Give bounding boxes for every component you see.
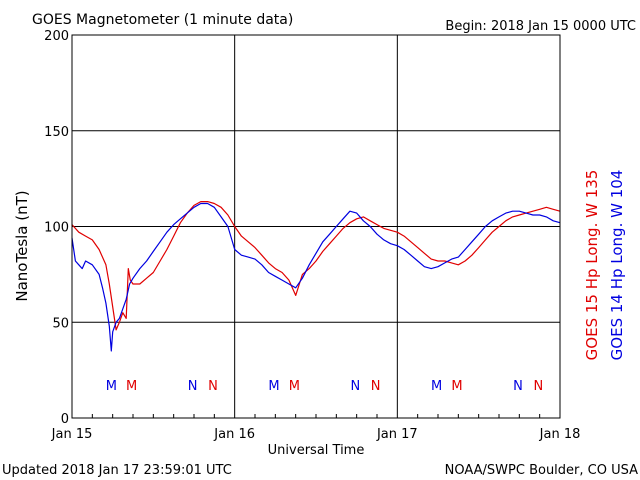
marker-m-goes14: M <box>268 379 279 394</box>
updated-timestamp: Updated 2018 Jan 17 23:59:01 UTC <box>2 463 232 478</box>
legend-goes14: GOES 14 Hp Long. W 104 <box>608 170 626 361</box>
series-goes14-line <box>71 202 561 352</box>
grid-layer <box>72 35 560 418</box>
tick-layer: 0 50 100 150 200 Jan 15 Jan 16 Jan 17 Jan 18 <box>44 29 580 442</box>
marker-n-goes15: N <box>208 379 218 394</box>
y-tick-label: 150 <box>44 125 69 140</box>
x-tick-label: Jan 15 <box>51 427 93 442</box>
y-tick-label: 50 <box>52 316 69 331</box>
marker-m-goes15: M <box>451 379 462 394</box>
marker-n-goes14: N <box>188 379 198 394</box>
begin-label: Begin: 2018 Jan 15 0000 UTC <box>445 19 636 34</box>
plot-frame <box>71 34 561 419</box>
marker-n-goes14: N <box>350 379 360 394</box>
x-tick-label: Jan 16 <box>213 427 255 442</box>
marker-n-goes15: N <box>533 379 543 394</box>
marker-m-goes15: M <box>289 379 300 394</box>
marker-n-goes14: N <box>513 379 523 394</box>
series-goes15-line <box>71 201 561 331</box>
data-source: NOAA/SWPC Boulder, CO USA <box>445 463 638 478</box>
x-axis-label: Universal Time <box>268 443 365 458</box>
marker-n-goes15: N <box>371 379 381 394</box>
y-tick-label: 100 <box>44 221 69 236</box>
legend-goes15: GOES 15 Hp Long. W 135 <box>583 170 601 361</box>
y-tick-label: 0 <box>61 412 69 427</box>
marker-m-goes14: M <box>431 379 442 394</box>
chart-title: GOES Magnetometer (1 minute data) <box>32 12 293 28</box>
x-tick-label: Jan 17 <box>376 427 418 442</box>
marker-m-goes15: M <box>126 379 137 394</box>
x-tick-label: Jan 18 <box>539 427 581 442</box>
marker-m-goes14: M <box>106 379 117 394</box>
y-axis-label: NanoTesla (nT) <box>13 190 31 301</box>
y-tick-label: 200 <box>44 29 69 44</box>
series-layer <box>71 201 561 352</box>
